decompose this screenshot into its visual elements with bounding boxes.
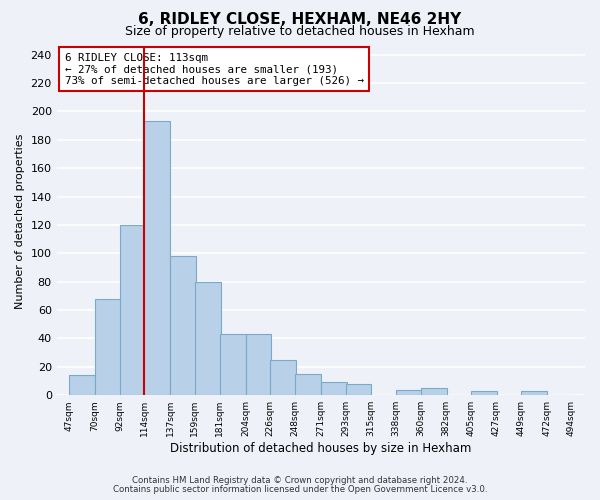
Bar [195, 282, 221, 395]
Bar [321, 382, 347, 395]
Text: Contains HM Land Registry data © Crown copyright and database right 2024.: Contains HM Land Registry data © Crown c… [132, 476, 468, 485]
Text: 6, RIDLEY CLOSE, HEXHAM, NE46 2HY: 6, RIDLEY CLOSE, HEXHAM, NE46 2HY [139, 12, 461, 28]
Bar [521, 391, 547, 395]
Bar [396, 390, 422, 395]
Y-axis label: Number of detached properties: Number of detached properties [15, 134, 25, 309]
Text: Size of property relative to detached houses in Hexham: Size of property relative to detached ho… [125, 25, 475, 38]
Bar [472, 391, 497, 395]
Bar [220, 334, 245, 395]
X-axis label: Distribution of detached houses by size in Hexham: Distribution of detached houses by size … [170, 442, 472, 455]
Bar [145, 122, 170, 395]
Bar [69, 376, 95, 395]
Bar [421, 388, 447, 395]
Bar [95, 298, 121, 395]
Bar [295, 374, 321, 395]
Text: 6 RIDLEY CLOSE: 113sqm
← 27% of detached houses are smaller (193)
73% of semi-de: 6 RIDLEY CLOSE: 113sqm ← 27% of detached… [65, 52, 364, 86]
Bar [346, 384, 371, 395]
Text: Contains public sector information licensed under the Open Government Licence v3: Contains public sector information licen… [113, 484, 487, 494]
Bar [119, 225, 145, 395]
Bar [270, 360, 296, 395]
Bar [170, 256, 196, 395]
Bar [245, 334, 271, 395]
